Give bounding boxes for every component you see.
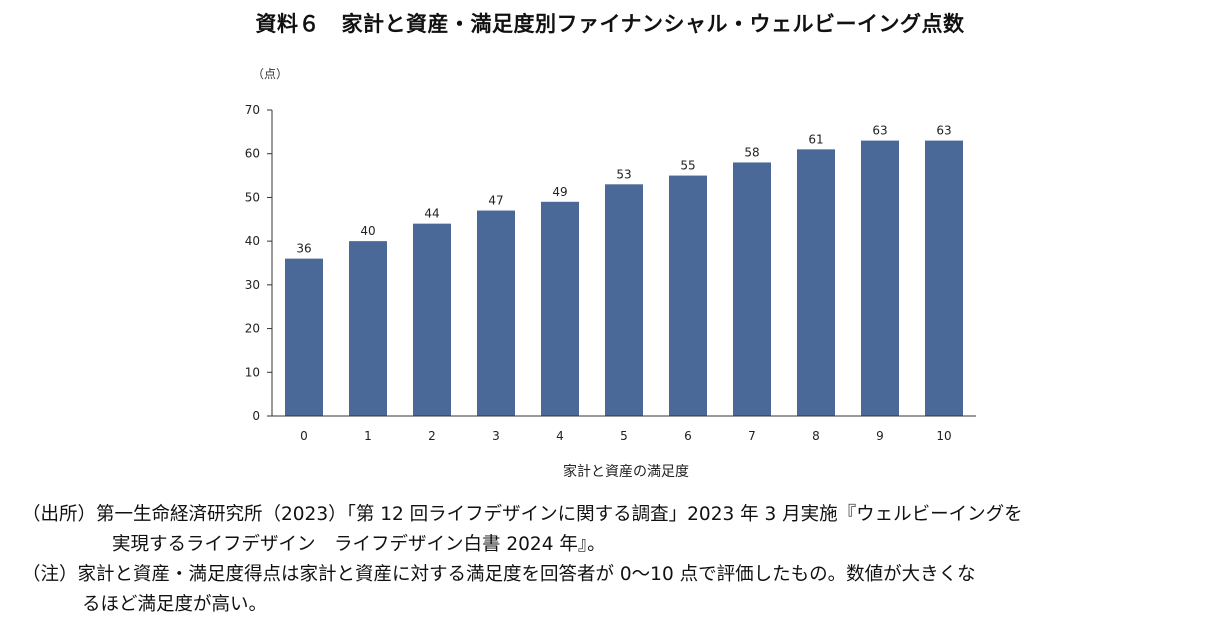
bar [669,175,707,416]
source-tag: （出所） [22,504,97,525]
x-axis: 0 1 2 3 4 5 6 7 8 9 10 [272,415,976,443]
x-tick-label: 5 [620,429,628,443]
data-label: 47 [488,194,503,208]
y-tick-label: 50 [245,190,260,204]
footnote: （注） 家計と資産・満足度得点は家計と資産に対する満足度を回答者が 0～10 点… [22,560,1212,590]
bar [925,140,963,416]
source-text-line2: 実現するライフデザイン ライフデザイン白書 2024 年』。 [112,534,606,555]
y-tick-label: 70 [245,103,260,117]
data-label: 36 [296,242,311,256]
y-tick-label: 20 [245,322,260,336]
data-label: 55 [680,159,695,173]
y-axis: 0 10 20 30 40 50 60 70 [245,103,273,423]
source-note: （出所） 第一生命経済研究所（2023）「第 12 回ライフデザインに関する調査… [22,500,1212,530]
y-tick-label: 10 [245,365,260,379]
x-tick-label: 6 [684,429,692,443]
x-axis-label: 家計と資産の満足度 [563,463,689,480]
x-tick-label: 0 [300,429,308,443]
x-tick-label: 7 [748,429,756,443]
bar [285,258,323,416]
bar [797,149,835,417]
bar [861,140,899,416]
note-text-line2: るほど満足度が高い。 [82,594,268,615]
x-tick-label: 1 [364,429,372,443]
bar [413,223,451,416]
note-tag: （注） [22,564,78,585]
data-label: 63 [936,124,951,138]
source-text-line1: 第一生命経済研究所（2023）「第 12 回ライフデザインに関する調査」2023… [96,504,1023,525]
bar [541,201,579,416]
bar [477,210,515,416]
bar [349,241,387,416]
data-label: 53 [616,167,631,181]
y-axis-unit-label: （点） [252,67,288,81]
bars [285,140,963,417]
x-tick-label: 2 [428,429,436,443]
chart-title: 資料６ 家計と資産・満足度別ファイナンシャル・ウェルビーイング点数 [255,12,965,36]
x-tick-label: 8 [812,429,820,443]
x-tick-label: 4 [556,429,564,443]
notes-section: （出所） 第一生命経済研究所（2023）「第 12 回ライフデザインに関する調査… [22,500,1212,620]
data-label: 61 [808,132,823,146]
data-label: 44 [424,207,439,221]
data-label: 58 [744,145,759,159]
note-text-line1: 家計と資産・満足度得点は家計と資産に対する満足度を回答者が 0～10 点で評価し… [77,564,976,585]
data-label: 40 [360,224,375,238]
data-labels: 36 40 44 47 49 53 55 58 61 63 63 [296,124,951,256]
x-tick-label: 3 [492,429,500,443]
y-tick-label: 30 [245,278,260,292]
bar [605,184,643,416]
x-tick-label: 9 [876,429,884,443]
y-tick-label: 40 [245,234,260,248]
data-label: 63 [872,124,887,138]
bar [733,162,771,416]
x-tick-label: 10 [936,429,951,443]
y-tick-label: 60 [245,147,260,161]
y-tick-label: 0 [252,409,260,423]
data-label: 49 [552,185,567,199]
